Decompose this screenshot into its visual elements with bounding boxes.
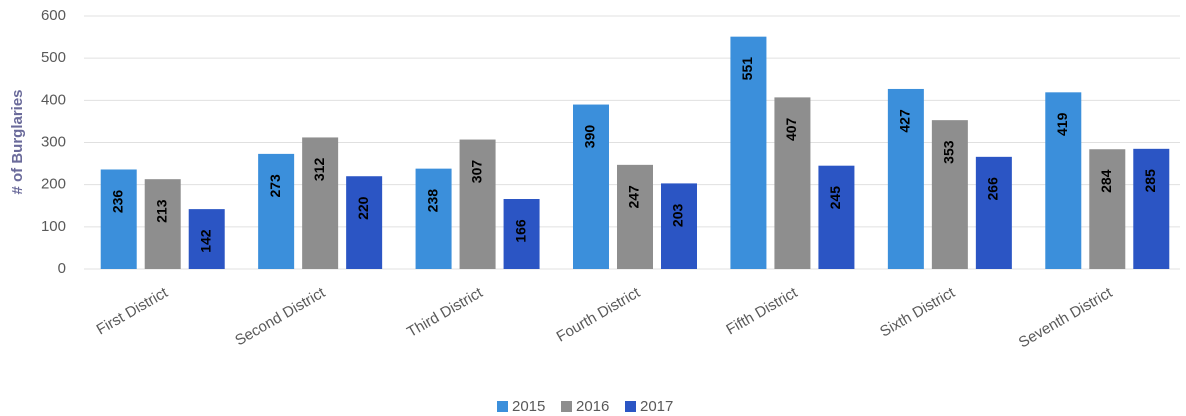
data-label: 427 <box>897 109 913 133</box>
data-label: 247 <box>626 185 642 209</box>
bar <box>144 179 181 269</box>
y-tick-label: 200 <box>41 176 66 193</box>
x-tick-label: Seventh District <box>1016 284 1116 352</box>
bar <box>774 97 811 269</box>
legend-swatch <box>497 401 508 412</box>
bar <box>975 156 1012 269</box>
y-tick-label: 600 <box>41 7 66 24</box>
bar <box>1045 92 1082 270</box>
y-tick-label: 300 <box>41 133 66 150</box>
data-label: 407 <box>783 117 799 141</box>
bar <box>258 153 295 269</box>
data-label: 142 <box>197 229 213 253</box>
data-label: 307 <box>468 160 484 184</box>
data-label: 266 <box>985 177 1001 201</box>
y-tick-label: 500 <box>41 49 66 66</box>
x-tick-label: Sixth District <box>877 284 958 341</box>
data-label: 312 <box>311 158 327 182</box>
data-label: 390 <box>582 125 598 149</box>
data-label: 419 <box>1054 112 1070 136</box>
y-axis-title: # of Burglaries <box>9 89 26 194</box>
bar <box>730 36 767 269</box>
legend-swatch <box>625 401 636 412</box>
data-label: 353 <box>941 140 957 164</box>
x-tick-label: Fifth District <box>723 284 801 339</box>
x-tick-label: Second District <box>232 284 329 350</box>
bar <box>302 137 339 269</box>
y-tick-label: 400 <box>41 91 66 108</box>
bar <box>617 164 653 269</box>
bar <box>1089 149 1126 269</box>
y-tick-label: 100 <box>41 218 66 235</box>
bar <box>459 139 496 269</box>
legend-swatch <box>561 401 572 412</box>
data-label: 273 <box>267 174 283 198</box>
bar <box>1133 148 1170 269</box>
data-label: 245 <box>827 186 843 210</box>
data-label: 220 <box>355 196 371 220</box>
legend-label: 2016 <box>576 398 609 415</box>
bar <box>188 209 225 269</box>
bar <box>503 199 540 269</box>
x-tick-label: Fourth District <box>554 284 644 346</box>
legend-label: 2017 <box>640 398 673 415</box>
data-label: 166 <box>512 219 528 243</box>
bar <box>573 104 609 269</box>
legend-label: 2015 <box>512 398 545 415</box>
x-tick-label: First District <box>94 284 172 339</box>
bar <box>346 176 383 269</box>
y-tick-label: 0 <box>58 260 66 277</box>
data-label: 285 <box>1142 169 1158 193</box>
data-label: 203 <box>670 204 686 228</box>
data-label: 213 <box>153 199 169 223</box>
data-label: 236 <box>109 190 125 214</box>
data-label: 284 <box>1098 169 1114 193</box>
bar <box>887 88 924 269</box>
bar <box>818 165 855 269</box>
bar <box>100 169 137 269</box>
data-label: 551 <box>739 57 755 81</box>
bar <box>661 183 697 269</box>
bar <box>931 120 968 269</box>
bar <box>415 168 452 269</box>
x-tick-label: Third District <box>404 284 486 341</box>
data-label: 238 <box>424 189 440 213</box>
